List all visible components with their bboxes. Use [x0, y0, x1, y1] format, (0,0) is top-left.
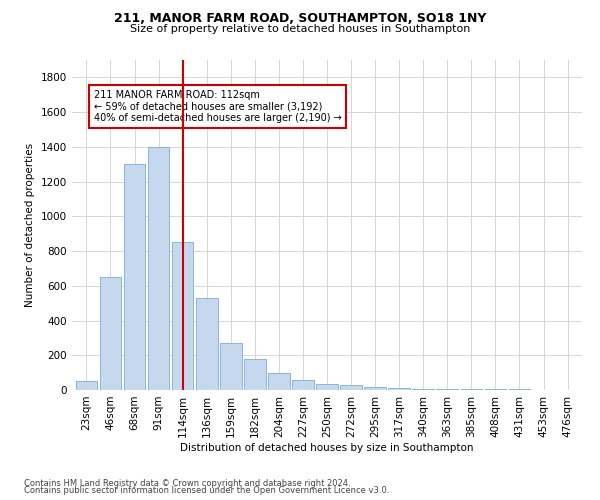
X-axis label: Distribution of detached houses by size in Southampton: Distribution of detached houses by size … [180, 442, 474, 452]
Bar [292, 380, 314, 390]
Text: Size of property relative to detached houses in Southampton: Size of property relative to detached ho… [130, 24, 470, 34]
Bar [220, 343, 242, 390]
Bar [412, 388, 434, 390]
Text: Contains HM Land Registry data © Crown copyright and database right 2024.: Contains HM Land Registry data © Crown c… [24, 478, 350, 488]
Bar [196, 298, 218, 390]
Bar [100, 277, 121, 390]
Text: 211, MANOR FARM ROAD, SOUTHAMPTON, SO18 1NY: 211, MANOR FARM ROAD, SOUTHAMPTON, SO18 … [114, 12, 486, 26]
Y-axis label: Number of detached properties: Number of detached properties [25, 143, 35, 307]
Bar [268, 372, 290, 390]
Bar [148, 147, 169, 390]
Text: Contains public sector information licensed under the Open Government Licence v3: Contains public sector information licen… [24, 486, 389, 495]
Bar [244, 358, 266, 390]
Bar [436, 389, 458, 390]
Bar [76, 382, 97, 390]
Bar [172, 242, 193, 390]
Bar [124, 164, 145, 390]
Text: 211 MANOR FARM ROAD: 112sqm
← 59% of detached houses are smaller (3,192)
40% of : 211 MANOR FARM ROAD: 112sqm ← 59% of det… [94, 90, 341, 122]
Bar [364, 386, 386, 390]
Bar [388, 388, 410, 390]
Bar [316, 384, 338, 390]
Bar [340, 385, 362, 390]
Bar [461, 389, 482, 390]
